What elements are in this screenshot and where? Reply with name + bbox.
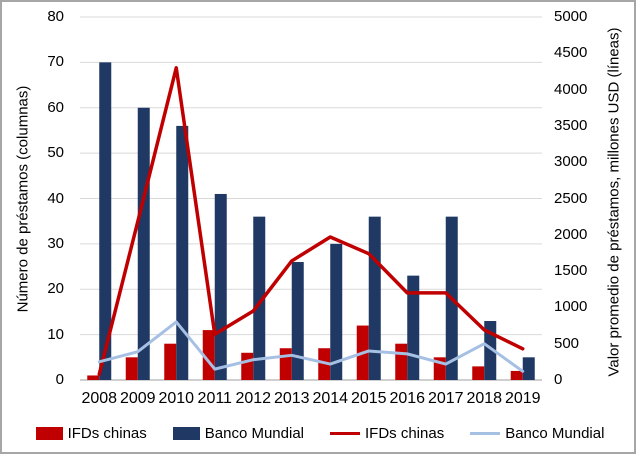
y-axis-right-tick: 3000: [554, 153, 588, 171]
y-axis-left-title: Número de préstamos (columnas): [14, 85, 32, 313]
x-axis-label: 2010: [158, 390, 195, 407]
y-axis-right-tick: 4000: [554, 80, 588, 98]
y-axis-left-tick: 70: [47, 53, 64, 71]
x-axis-label: 2014: [312, 390, 349, 407]
y-axis-right-tick: 4500: [554, 44, 588, 62]
legend-label: IFDs chinas: [67, 424, 147, 442]
legend-label: Banco Mundial: [204, 424, 304, 442]
y-axis-right-tick: 2000: [554, 225, 588, 243]
red-bar-swatch-icon: [35, 426, 63, 440]
legend-label: Banco Mundial: [505, 424, 605, 442]
y-axis-right-ticks: 0 500 1000 1500 2000 2500 3000 3500 4000 4500 5000: [554, 2, 604, 452]
y-axis-right-title: Valor promedio de préstamos, millones US…: [605, 27, 623, 377]
y-axis-right-tick: 0: [554, 371, 563, 388]
y-axis-left-tick: 10: [47, 325, 64, 343]
legend-item-banco-mundial-line: Banco Mundial: [470, 425, 604, 442]
x-axis-label: 2018: [466, 390, 503, 407]
x-axis-label: 2016: [389, 390, 426, 407]
x-axis-label: 2019: [504, 390, 541, 407]
y-axis-right-tick: 1500: [554, 262, 588, 280]
x-axis-label: 2008: [81, 390, 118, 407]
y-axis-left-tick: 80: [47, 8, 64, 25]
red-line-swatch-icon: [330, 431, 360, 435]
y-axis-left-tick: 20: [47, 280, 64, 298]
x-axis-label: 2013: [273, 390, 310, 407]
lightblue-line-swatch-icon: [470, 431, 501, 435]
legend: IFDs chinas Banco Mundial IFDs chinas Ba…: [2, 419, 634, 447]
legend-item-ifds-chinas-line: IFDs chinas: [330, 425, 444, 442]
y-axis-right-tick: 5000: [554, 8, 588, 25]
y-axis-left-ticks: 0 10 20 30 40 50 60 70 80: [2, 2, 64, 452]
x-axis-label: 2012: [235, 390, 272, 407]
y-axis-left-tick: 50: [47, 144, 64, 162]
y-axis-left-tick: 60: [47, 98, 64, 116]
y-axis-right-tick: 2500: [554, 189, 588, 207]
y-axis-right-tick: 3500: [554, 116, 588, 134]
x-axis-label: 2009: [119, 390, 156, 407]
y-axis-left-tick: 0: [55, 371, 64, 388]
y-axis-left-tick: 30: [47, 234, 64, 252]
x-axis-label: 2017: [427, 390, 464, 407]
legend-label: IFDs chinas: [365, 424, 445, 442]
x-axis-label: 2011: [197, 390, 232, 407]
navy-bar-swatch-icon: [172, 426, 200, 440]
y-axis-left-tick: 40: [47, 189, 64, 207]
y-axis-right-tick: 1000: [554, 298, 588, 316]
legend-item-banco-mundial-bar: Banco Mundial: [172, 424, 304, 442]
y-axis-right-tick: 500: [554, 334, 580, 352]
legend-item-ifds-chinas-bar: IFDs chinas: [35, 424, 147, 442]
x-axis-label: 2015: [350, 390, 387, 407]
